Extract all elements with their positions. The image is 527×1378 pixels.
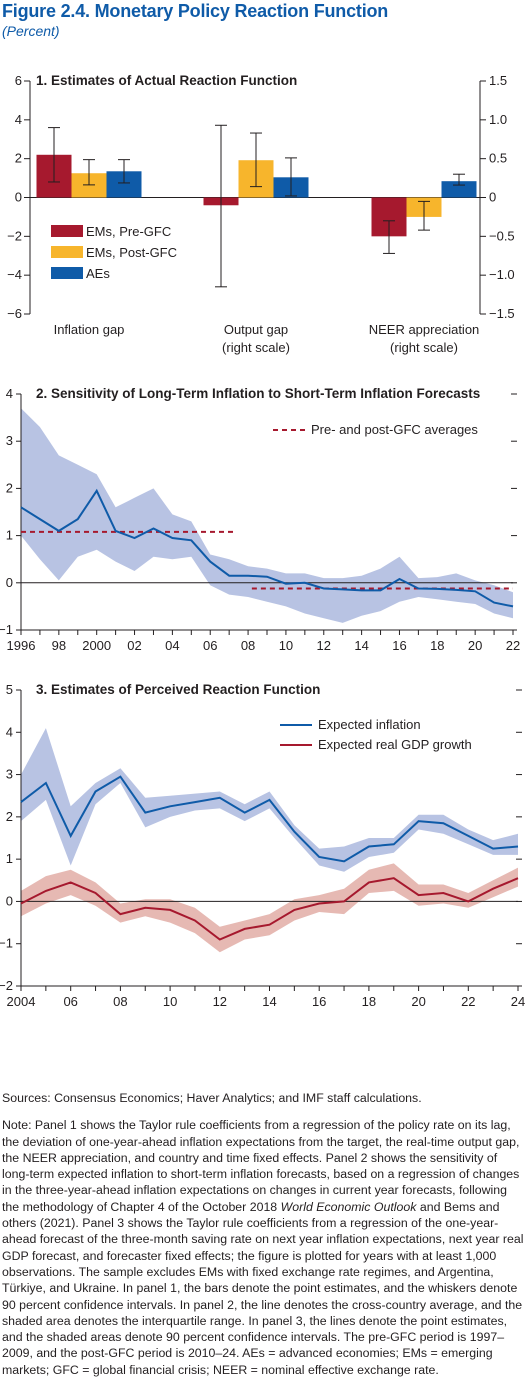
y-right-tick-label: −1.5 <box>489 306 515 321</box>
legend-label: EMs, Post-GFC <box>86 245 177 260</box>
y-tick-label: 3 <box>6 767 13 782</box>
figure-label: Figure 2.4. <box>2 1 90 21</box>
y-right-tick-label: −1.0 <box>489 267 515 282</box>
bar <box>441 181 477 198</box>
x-tick-label: 14 <box>262 994 276 1009</box>
y-left-tick-label: 4 <box>15 112 22 127</box>
y-tick-label: 2 <box>6 809 13 824</box>
y-left-tick-label: −4 <box>7 267 22 282</box>
y-tick-label: −1 <box>0 622 13 637</box>
x-tick-label: 2004 <box>7 994 36 1009</box>
x-tick-label: 18 <box>430 638 444 653</box>
x-category-label: Output gap <box>224 322 288 337</box>
legend-label: Expected real GDP growth <box>318 737 472 752</box>
legend-swatch <box>51 225 83 237</box>
x-tick-label: 12 <box>213 994 227 1009</box>
y-left-tick-label: 0 <box>15 190 22 205</box>
x-tick-label: 20 <box>411 994 425 1009</box>
x-tick-label: 02 <box>127 638 141 653</box>
panel-1-title: 1. Estimates of Actual Reaction Function <box>36 73 297 88</box>
x-tick-label: 22 <box>461 994 475 1009</box>
y-tick-label: 0 <box>6 893 13 908</box>
y-tick-label: 5 <box>6 682 13 697</box>
x-tick-label: 1996 <box>7 638 36 653</box>
figure-title: Figure 2.4. Monetary Policy Reaction Fun… <box>2 1 388 22</box>
x-tick-label: 16 <box>312 994 326 1009</box>
x-tick-label: 06 <box>63 994 77 1009</box>
x-category-label: NEER appreciation <box>369 322 480 337</box>
y-tick-label: 4 <box>6 724 13 739</box>
x-category-label: Inflation gap <box>54 322 125 337</box>
y-left-tick-label: 6 <box>15 73 22 88</box>
note-text-italic: World Economic Outlook <box>280 1199 417 1214</box>
y-tick-label: 0 <box>6 575 13 590</box>
y-tick-label: −2 <box>0 978 13 993</box>
legend-label: EMs, Pre-GFC <box>86 224 171 239</box>
x-tick-label: 08 <box>241 638 255 653</box>
panel-1-chart: 6 4 2 0 −2 −4 −6 1.5 1.0 0.5 0 −0.5 −1.0 −1.5 1. Estim… <box>7 73 515 355</box>
y-tick-label: 2 <box>6 480 13 495</box>
panel-2-title: 2. Sensitivity of Long-Term Inflation to… <box>36 386 480 401</box>
panel-3-title: 3. Estimates of Perceived Reaction Funct… <box>36 682 320 697</box>
y-right-tick-label: 1.5 <box>489 73 507 88</box>
x-tick-label: 08 <box>113 994 127 1009</box>
x-tick-label: 10 <box>279 638 293 653</box>
x-category-label-line2: (right scale) <box>222 340 290 355</box>
average-line <box>20 488 514 608</box>
y-right-tick-label: 0 <box>489 190 496 205</box>
notes-block: Sources: Consensus Economics; Haver Anal… <box>2 1090 525 1378</box>
y-tick-label: 1 <box>6 851 13 866</box>
x-tick-label: 14 <box>354 638 368 653</box>
y-tick-label: 4 <box>6 386 13 401</box>
y-tick-label: 3 <box>6 433 13 448</box>
sources-text: Sources: Consensus Economics; Haver Anal… <box>2 1091 422 1105</box>
confidence-band <box>21 863 518 953</box>
x-tick-label: 22 <box>506 638 520 653</box>
series-line <box>20 775 519 863</box>
legend-label: Expected inflation <box>318 717 421 732</box>
y-right-tick-label: 0.5 <box>489 151 507 166</box>
x-tick-label: 16 <box>392 638 406 653</box>
figure-subtitle: (Percent) <box>2 23 60 39</box>
x-tick-label: 10 <box>163 994 177 1009</box>
note-text-part-2: and Bems and others (2021). Panel 3 show… <box>2 1199 524 1377</box>
x-tick-label: 12 <box>317 638 331 653</box>
x-tick-label: 20 <box>468 638 482 653</box>
y-tick-label: 1 <box>6 528 13 543</box>
note-text-part-1: Note: Panel 1 shows the Taylor rule coef… <box>2 1118 520 1214</box>
x-tick-label: 24 <box>511 994 525 1009</box>
y-right-tick-label: −0.5 <box>489 228 515 243</box>
x-tick-label: 98 <box>52 638 66 653</box>
x-category-label-line2: (right scale) <box>390 340 458 355</box>
note-text: Note: Panel 1 shows the Taylor rule coef… <box>2 1117 525 1378</box>
interquartile-band <box>21 408 513 623</box>
x-tick-label: 04 <box>165 638 179 653</box>
x-tick-label: 18 <box>362 994 376 1009</box>
y-left-tick-label: −2 <box>7 228 22 243</box>
legend-label: AEs <box>86 266 110 281</box>
legend-swatch <box>51 246 83 258</box>
figure-title-text: Monetary Policy Reaction Function <box>94 1 389 21</box>
legend-swatch <box>51 267 83 279</box>
y-left-tick-label: 2 <box>15 151 22 166</box>
series-line <box>20 877 519 941</box>
y-left-tick-label: −6 <box>7 306 22 321</box>
y-tick-label: −1 <box>0 936 13 951</box>
y-right-tick-label: 1.0 <box>489 112 507 127</box>
x-tick-label: 06 <box>203 638 217 653</box>
legend-label: Pre- and post-GFC averages <box>311 422 478 437</box>
x-tick-label: 2000 <box>82 638 111 653</box>
